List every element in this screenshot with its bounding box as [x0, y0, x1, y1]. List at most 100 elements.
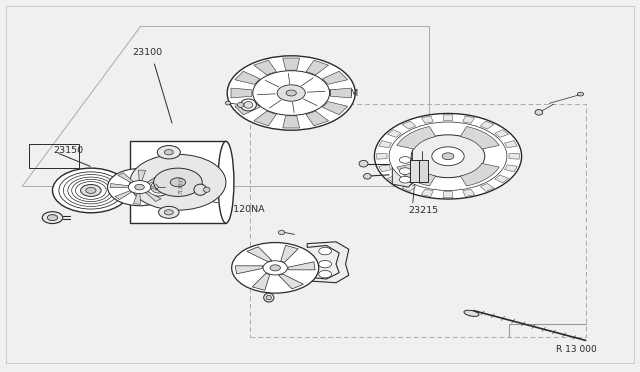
Polygon shape — [481, 121, 494, 129]
Circle shape — [270, 265, 280, 271]
Circle shape — [86, 187, 96, 193]
Circle shape — [164, 150, 173, 155]
Circle shape — [81, 185, 101, 196]
Text: R 13 000: R 13 000 — [556, 345, 596, 354]
Polygon shape — [307, 242, 349, 283]
Polygon shape — [504, 141, 517, 148]
Polygon shape — [377, 153, 387, 159]
Ellipse shape — [237, 102, 244, 108]
Ellipse shape — [278, 230, 285, 235]
Ellipse shape — [264, 293, 274, 302]
Polygon shape — [421, 189, 433, 196]
Circle shape — [399, 176, 411, 183]
Polygon shape — [235, 102, 260, 115]
Bar — [419, 160, 428, 182]
Polygon shape — [323, 71, 348, 84]
Polygon shape — [504, 165, 517, 172]
Circle shape — [412, 135, 485, 178]
Polygon shape — [387, 129, 401, 137]
Ellipse shape — [364, 173, 371, 179]
Polygon shape — [247, 247, 272, 262]
Circle shape — [399, 168, 411, 174]
Polygon shape — [481, 183, 494, 192]
Bar — [130, 141, 226, 223]
Polygon shape — [281, 246, 298, 263]
Polygon shape — [463, 116, 475, 124]
Circle shape — [47, 215, 58, 221]
Circle shape — [277, 85, 305, 101]
Polygon shape — [379, 165, 392, 172]
Circle shape — [42, 212, 63, 224]
Ellipse shape — [464, 310, 479, 316]
Circle shape — [432, 147, 464, 166]
Polygon shape — [254, 111, 276, 126]
Ellipse shape — [266, 295, 271, 300]
Bar — [410, 160, 419, 182]
Polygon shape — [236, 266, 262, 274]
Polygon shape — [379, 141, 392, 148]
Circle shape — [135, 185, 145, 190]
Polygon shape — [254, 60, 276, 75]
Polygon shape — [231, 88, 252, 98]
Polygon shape — [147, 174, 164, 183]
Circle shape — [374, 113, 522, 199]
Polygon shape — [288, 262, 315, 270]
Polygon shape — [252, 273, 269, 290]
Text: 23120M: 23120M — [320, 89, 358, 98]
Circle shape — [232, 243, 319, 293]
Ellipse shape — [147, 178, 171, 196]
Circle shape — [130, 154, 226, 210]
Bar — [29, 144, 79, 168]
Circle shape — [263, 261, 287, 275]
Circle shape — [159, 206, 179, 218]
Wedge shape — [397, 163, 436, 186]
Circle shape — [154, 168, 202, 196]
Text: 23100: 23100 — [132, 48, 163, 57]
Polygon shape — [283, 58, 300, 70]
Polygon shape — [443, 192, 453, 198]
Polygon shape — [463, 189, 475, 196]
Polygon shape — [138, 170, 146, 181]
Circle shape — [253, 71, 330, 115]
Polygon shape — [323, 102, 348, 115]
Text: 23150: 23150 — [54, 146, 84, 155]
Polygon shape — [392, 149, 415, 187]
Polygon shape — [509, 153, 519, 159]
Circle shape — [164, 210, 173, 215]
Circle shape — [286, 90, 296, 96]
Circle shape — [389, 122, 507, 190]
Circle shape — [129, 181, 151, 194]
Polygon shape — [387, 175, 401, 183]
Circle shape — [108, 169, 172, 206]
Wedge shape — [397, 126, 436, 149]
Polygon shape — [306, 60, 328, 75]
Ellipse shape — [218, 141, 234, 223]
Polygon shape — [146, 192, 161, 202]
Circle shape — [52, 168, 129, 213]
Polygon shape — [306, 111, 328, 126]
Polygon shape — [443, 115, 453, 121]
Polygon shape — [421, 116, 433, 124]
Ellipse shape — [244, 102, 253, 108]
Polygon shape — [330, 88, 351, 98]
Circle shape — [319, 270, 332, 278]
Polygon shape — [115, 191, 132, 200]
Circle shape — [319, 260, 332, 268]
Polygon shape — [150, 186, 169, 191]
Polygon shape — [118, 173, 133, 183]
Polygon shape — [235, 71, 260, 84]
Circle shape — [399, 157, 411, 163]
Circle shape — [227, 56, 355, 130]
Polygon shape — [133, 193, 141, 204]
Ellipse shape — [241, 99, 256, 111]
Circle shape — [170, 178, 186, 187]
Ellipse shape — [359, 160, 368, 167]
Polygon shape — [495, 175, 509, 183]
Circle shape — [157, 145, 180, 159]
Circle shape — [319, 247, 332, 255]
Text: 23215: 23215 — [408, 206, 438, 215]
Polygon shape — [110, 183, 129, 188]
Text: 23120NA: 23120NA — [221, 205, 264, 214]
Circle shape — [442, 153, 454, 160]
Polygon shape — [402, 121, 415, 129]
